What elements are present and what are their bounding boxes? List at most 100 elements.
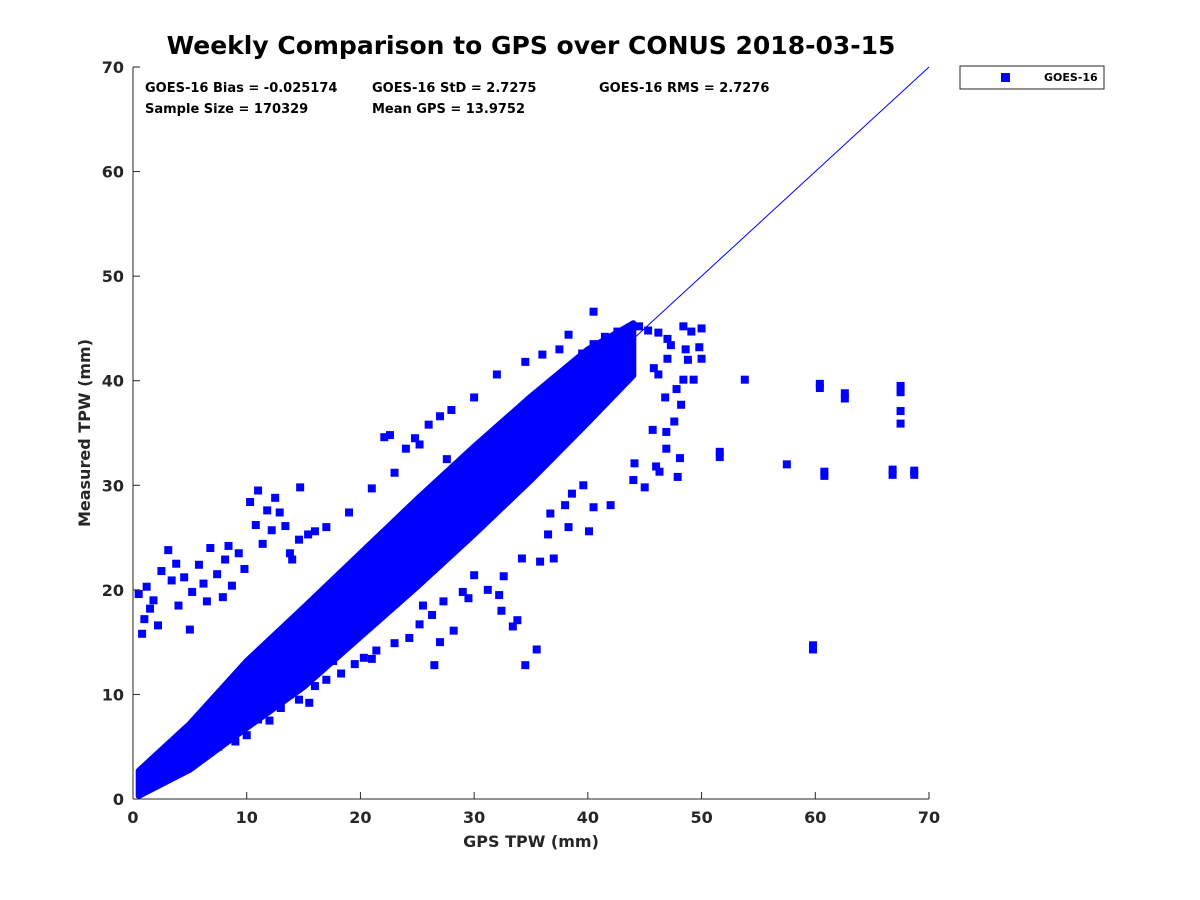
y-tick-label: 40 [102, 372, 124, 391]
scatter-point [329, 656, 338, 665]
scatter-point [663, 334, 672, 343]
scatter-point [140, 615, 149, 624]
scatter-point [350, 660, 359, 669]
scatter-point [345, 508, 354, 517]
scatter-point [815, 384, 824, 393]
scatter-point [589, 307, 598, 316]
scatter-point [521, 357, 530, 366]
scatter-point [405, 633, 414, 642]
scatter-point [695, 343, 704, 352]
scatter-point [655, 467, 664, 476]
x-tick-label: 20 [349, 808, 371, 827]
scatter-point [250, 686, 259, 695]
scatter-point [538, 350, 547, 359]
scatter-point [372, 646, 381, 655]
scatter-point [649, 364, 658, 373]
scatter-point [172, 559, 181, 568]
scatter-point [654, 370, 663, 379]
scatter-point [442, 455, 451, 464]
scatter-point [888, 470, 897, 479]
scatter-point [296, 483, 305, 492]
scatter-point [629, 476, 638, 485]
scatter-point [677, 400, 686, 409]
scatter-point [840, 394, 849, 403]
scatter-point [567, 489, 576, 498]
x-tick-label: 30 [463, 808, 485, 827]
scatter-point [411, 434, 420, 443]
dense-band-polygon [135, 320, 637, 799]
scatter-point [782, 460, 791, 469]
scatter-point [544, 530, 553, 539]
y-tick-label: 30 [102, 476, 124, 495]
scatter-point [439, 597, 448, 606]
scatter-point [687, 327, 696, 336]
scatter-point [295, 535, 304, 544]
scatter-point [436, 638, 445, 647]
scatter-point [458, 587, 467, 596]
scatter-point [267, 526, 276, 535]
scatter-point [589, 340, 598, 349]
scatter-point [532, 645, 541, 654]
x-tick-label: 50 [690, 808, 712, 827]
scatter-point [715, 453, 724, 462]
scatter-point [697, 354, 706, 363]
scatter-point [809, 645, 818, 654]
x-tick-label: 40 [577, 808, 599, 827]
scatter-point [430, 661, 439, 670]
scatter-point [350, 617, 359, 626]
scatter-point [265, 716, 274, 725]
scatter-point [418, 601, 427, 610]
scatter-point [820, 471, 829, 480]
chart-title: Weekly Comparison to GPS over CONUS 2018… [167, 31, 896, 60]
scatter-point [227, 581, 236, 590]
y-tick-label: 60 [102, 163, 124, 182]
scatter-point [662, 427, 671, 436]
scatter-point [635, 322, 644, 331]
scatter-point [896, 419, 905, 428]
scatter-point [447, 405, 456, 414]
scatter-point [578, 349, 587, 358]
scatter-point [499, 572, 508, 581]
scatter-point [367, 654, 376, 663]
scatter-point [218, 593, 227, 602]
legend: GOES-16 [959, 65, 1105, 90]
scatter-point [213, 570, 222, 579]
scatter-point [888, 465, 897, 474]
scatter-point [164, 546, 173, 555]
scatter-point [470, 393, 479, 402]
dense-point-cloud [135, 320, 637, 799]
legend-marker [1001, 73, 1010, 82]
scatter-point [740, 375, 749, 384]
scatter-point [299, 676, 308, 685]
scatter-point [367, 484, 376, 493]
scatter-point [305, 698, 314, 707]
scatter-point [275, 508, 284, 517]
stat-rms: GOES-16 RMS = 2.7276 [599, 81, 769, 96]
scatter-point [561, 501, 570, 510]
scatter-point [589, 503, 598, 512]
one-to-one-line [144, 66, 930, 789]
scatter-point [492, 370, 501, 379]
scatter-point [258, 539, 267, 548]
scatter-point [679, 375, 688, 384]
scatter-point [689, 375, 698, 384]
scatter-point [221, 555, 230, 564]
scatter-point [242, 731, 251, 740]
scatter-point [675, 454, 684, 463]
scatter-point [337, 669, 346, 678]
scatter-point [681, 345, 690, 354]
x-axis-label: GPS TPW (mm) [463, 832, 599, 851]
scatter-point [579, 481, 588, 490]
stat-mean-gps: Mean GPS = 13.9752 [372, 102, 525, 117]
scatter-point [310, 682, 319, 691]
scatter-point [564, 330, 573, 339]
scatter-point [673, 472, 682, 481]
scatter-point [385, 431, 394, 440]
scatter-point [564, 523, 573, 532]
scatter-point [188, 587, 197, 596]
scatter-point [304, 530, 313, 539]
scatter-point [627, 324, 636, 333]
scatter-point [281, 522, 290, 531]
scatter-point [295, 695, 304, 704]
